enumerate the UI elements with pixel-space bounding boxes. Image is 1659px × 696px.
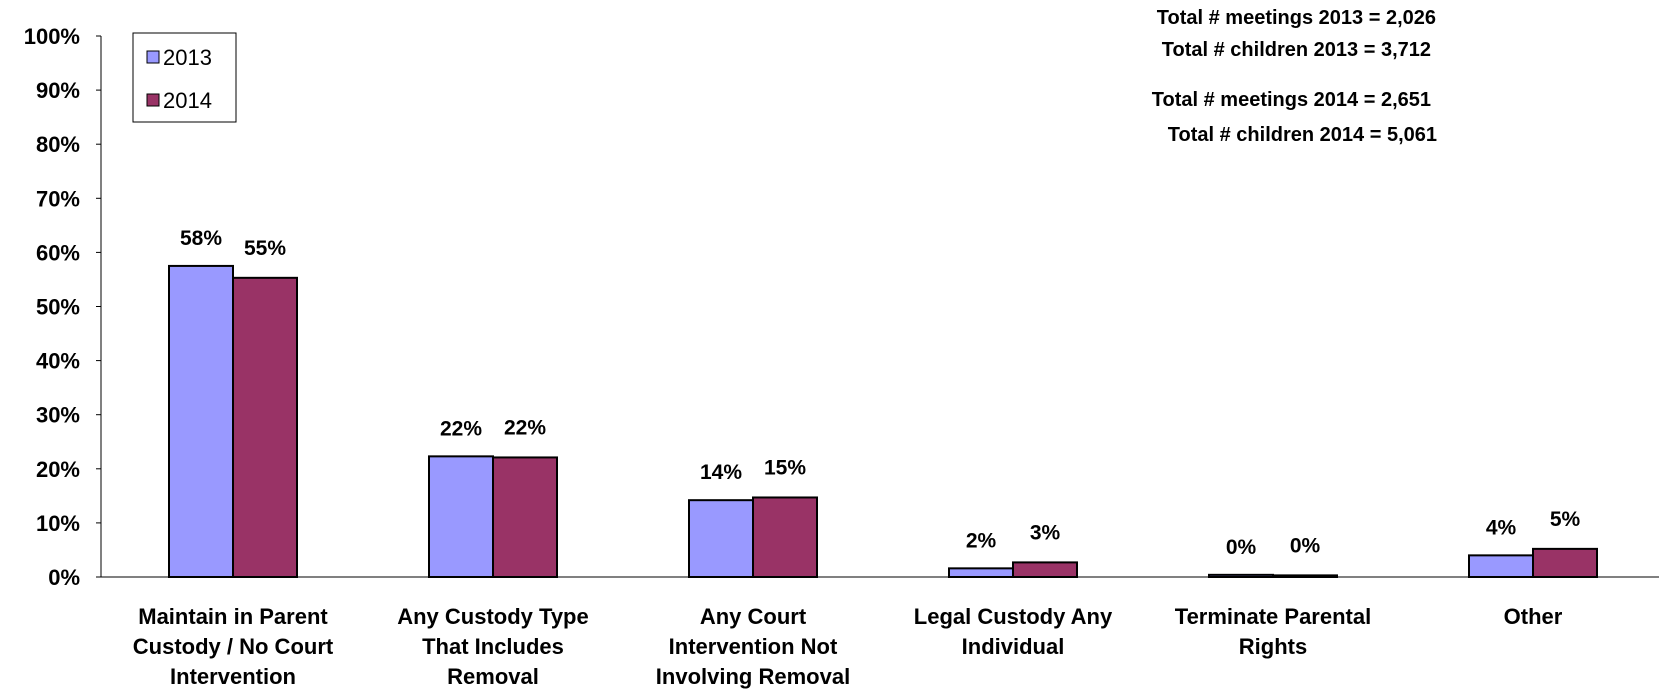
data-label-2013: 14% xyxy=(700,461,742,484)
category-label: Rights xyxy=(1239,634,1307,659)
category-label: Other xyxy=(1504,604,1563,629)
legend-box xyxy=(132,32,237,123)
category-label: Custody / No Court xyxy=(133,634,334,659)
data-label-2013: 2% xyxy=(966,529,997,552)
category-label: Intervention xyxy=(170,664,296,689)
bar-2013 xyxy=(1468,554,1534,578)
bar-2013 xyxy=(428,455,494,578)
category-label: That Includes xyxy=(422,634,564,659)
category-label: Involving Removal xyxy=(656,664,850,689)
y-axis: 0% 10% 20% 30% 40% 50% 60% 70% 80% 90% 100% xyxy=(24,24,1659,590)
data-label-2013: 4% xyxy=(1486,516,1517,539)
y-tick-label: 70% xyxy=(36,186,80,211)
annotation-children-2014: Total # children 2014 = 5,061 xyxy=(1168,124,1437,146)
y-tick-label: 60% xyxy=(36,240,80,265)
bars: 58% 22% 14% 2% 0% 4% 55% 22% 15% 3% 0% 5% xyxy=(168,227,1598,579)
legend-label-2013: 2013 xyxy=(163,45,212,70)
x-axis-categories: Maintain in Parent Custody / No Court Inte… xyxy=(133,604,1563,689)
annotation-meetings-2014: Total # meetings 2014 = 2,651 xyxy=(1152,89,1431,111)
annotation-children-2013: Total # children 2013 = 3,712 xyxy=(1162,39,1431,61)
legend-label-2014: 2014 xyxy=(163,88,212,113)
category-label: Maintain in Parent xyxy=(138,604,328,629)
category-label: Any Court xyxy=(700,604,807,629)
bar-2013 xyxy=(1208,573,1274,578)
y-tick-label: 30% xyxy=(36,403,80,428)
category-label: Individual xyxy=(962,634,1065,659)
category-label: Any Custody Type xyxy=(397,604,589,629)
legend-swatch-2014 xyxy=(146,93,160,107)
data-label-2013: 0% xyxy=(1226,536,1257,559)
bar-2013 xyxy=(168,264,234,578)
data-label-2013: 22% xyxy=(440,417,482,440)
y-tick-label: 10% xyxy=(36,511,80,536)
y-tick-label: 50% xyxy=(36,295,80,320)
category-label: Terminate Parental xyxy=(1175,604,1371,629)
y-tick-label: 100% xyxy=(24,24,80,49)
bar-2013 xyxy=(948,567,1014,578)
data-label-2014: 55% xyxy=(244,237,286,260)
category-label: Removal xyxy=(447,664,539,689)
bar-2014 xyxy=(752,496,818,578)
category-label: Intervention Not xyxy=(669,634,838,659)
bar-2014 xyxy=(1532,547,1598,578)
category-label: Legal Custody Any xyxy=(914,604,1113,629)
legend: 2013 2014 xyxy=(132,32,237,123)
bar-2014 xyxy=(232,276,298,578)
y-tick-label: 40% xyxy=(36,349,80,374)
data-label-2014: 3% xyxy=(1030,521,1061,544)
bar-2013 xyxy=(688,499,754,579)
data-label-2014: 22% xyxy=(504,416,546,439)
y-tick-label: 20% xyxy=(36,457,80,482)
data-label-2014: 15% xyxy=(764,456,806,479)
data-label-2013: 58% xyxy=(180,227,222,250)
bar-2014 xyxy=(1272,574,1338,579)
y-tick-label: 90% xyxy=(36,78,80,103)
y-tick-label: 80% xyxy=(36,132,80,157)
data-label-2014: 0% xyxy=(1290,534,1321,557)
y-tick-label: 0% xyxy=(48,565,80,590)
legend-swatch-2013 xyxy=(146,50,160,64)
bar-2014 xyxy=(492,456,558,578)
totals-annotation: Total # meetings 2013 = 2,026 Total # ch… xyxy=(1152,7,1437,146)
annotation-meetings-2013: Total # meetings 2013 = 2,026 xyxy=(1157,7,1436,29)
data-label-2014: 5% xyxy=(1550,508,1581,531)
bar-2014 xyxy=(1012,561,1078,579)
